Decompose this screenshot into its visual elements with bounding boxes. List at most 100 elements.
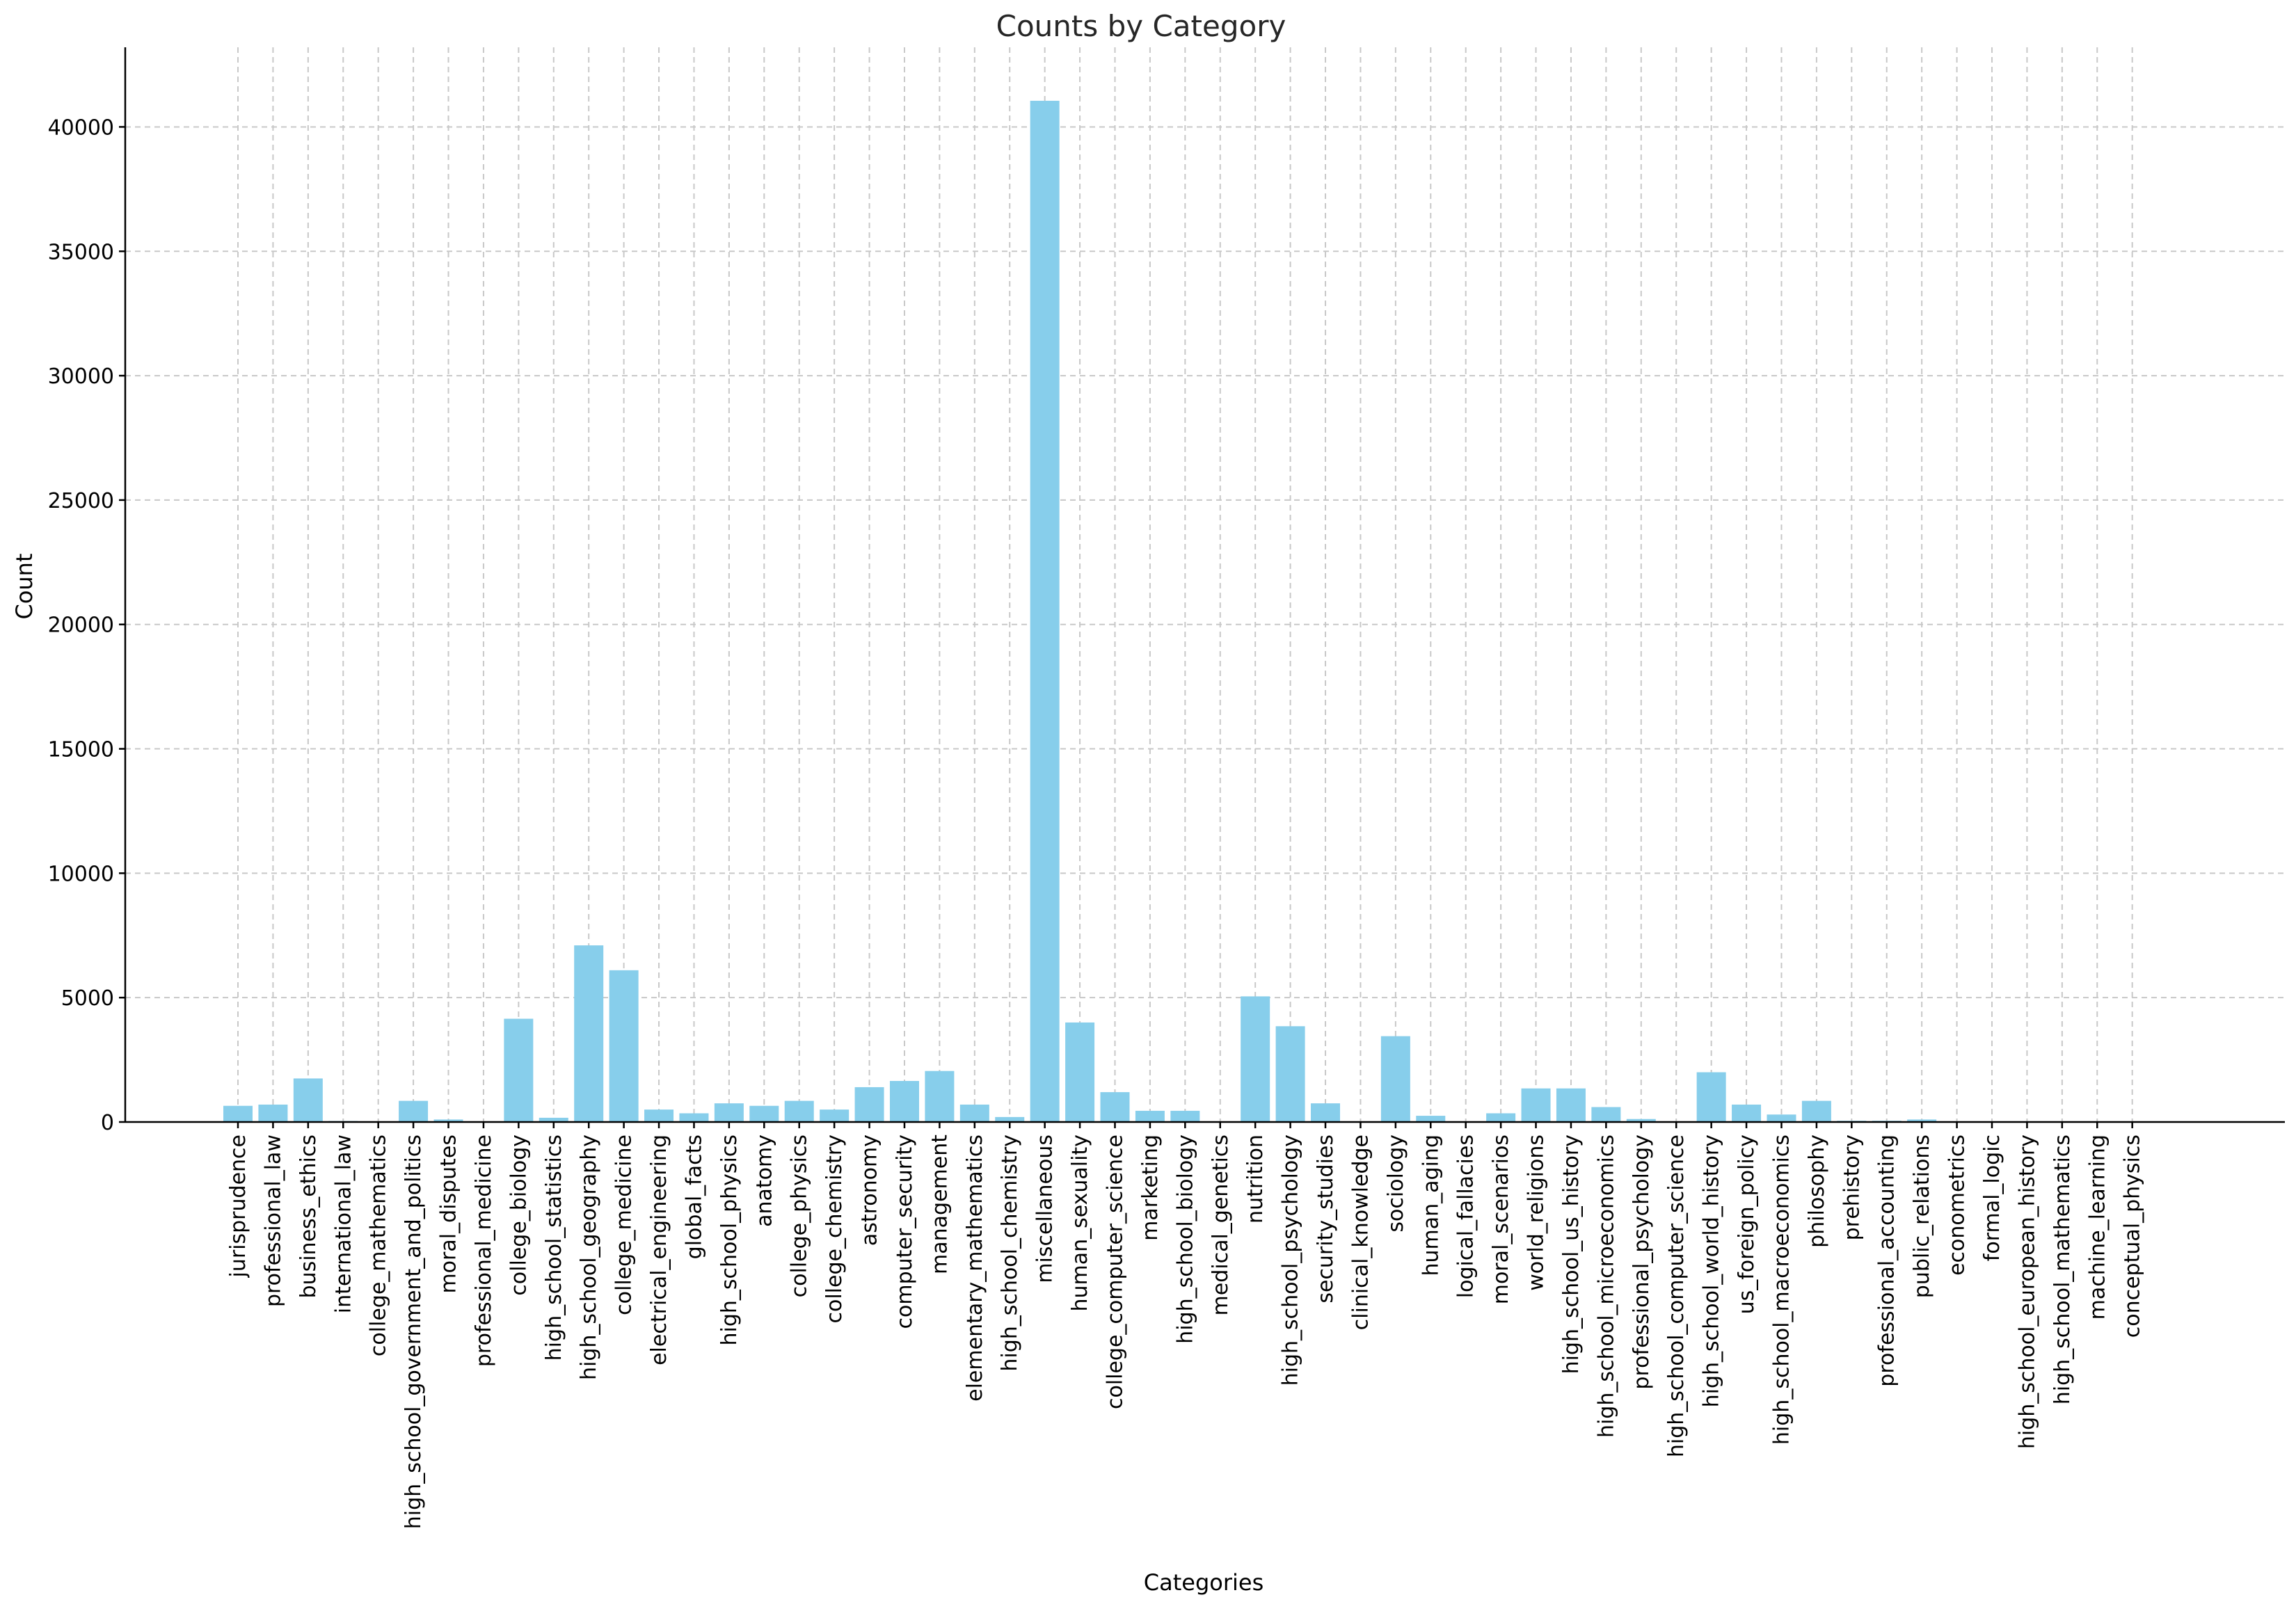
bar-us_foreign_policy xyxy=(1732,1104,1762,1122)
x-tick-label: college_biology xyxy=(507,1135,531,1296)
x-tick-label: world_religions xyxy=(1524,1135,1549,1291)
bar-high_school_biology xyxy=(1170,1110,1200,1122)
x-tick-label: high_school_computer_science xyxy=(1664,1135,1689,1457)
x-tick-label: nutrition xyxy=(1243,1135,1268,1224)
y-tick-label: 15000 xyxy=(48,738,114,762)
bar-business_ethics xyxy=(293,1078,323,1122)
bar-professional_law xyxy=(258,1104,288,1122)
bar-electrical_engineering xyxy=(644,1109,674,1122)
bar-philosophy xyxy=(1801,1100,1831,1122)
bar-professional_psychology xyxy=(1626,1119,1656,1122)
x-tick-label: college_physics xyxy=(788,1135,812,1297)
x-tick-label: conceptual_physics xyxy=(2121,1135,2145,1338)
x-tick-label: econometrics xyxy=(1945,1135,1970,1276)
bar-marketing xyxy=(1135,1110,1165,1122)
x-tick-label: professional_psychology xyxy=(1629,1135,1654,1390)
x-tick-label: high_school_european_history xyxy=(2015,1135,2039,1449)
bar-high_school_us_history xyxy=(1556,1088,1586,1122)
bar-high_school_government_and_politics xyxy=(399,1100,429,1122)
bar-anatomy xyxy=(749,1105,779,1122)
x-tick-label: high_school_world_history xyxy=(1700,1135,1724,1407)
x-tick-label: management xyxy=(927,1135,952,1274)
bar-high_school_chemistry xyxy=(995,1116,1025,1122)
x-tick-label: high_school_chemistry xyxy=(998,1135,1022,1372)
bar-college_computer_science xyxy=(1100,1092,1130,1122)
bar-human_sexuality xyxy=(1065,1022,1095,1122)
bar-public_relations xyxy=(1907,1119,1937,1122)
y-tick-label: 20000 xyxy=(48,614,114,638)
x-tick-label: clinical_knowledge xyxy=(1348,1135,1373,1330)
bar-elementary_mathematics xyxy=(959,1104,989,1122)
axes xyxy=(119,47,2285,1128)
x-tick-label: prehistory xyxy=(1840,1135,1864,1240)
bar-high_school_world_history xyxy=(1696,1072,1726,1122)
bar-miscellaneous xyxy=(1030,100,1060,1123)
bar-nutrition xyxy=(1241,996,1270,1122)
x-tick-label: international_law xyxy=(331,1135,356,1313)
x-tick-label: high_school_physics xyxy=(717,1135,742,1346)
x-tick-label: computer_security xyxy=(893,1135,917,1329)
bar-astronomy xyxy=(854,1087,884,1122)
x-tick-label: philosophy xyxy=(1805,1135,1829,1248)
x-axis-label: Categories xyxy=(1144,1569,1263,1596)
bar-moral_disputes xyxy=(433,1119,463,1122)
bar-college_biology xyxy=(504,1018,534,1122)
x-tick-label: logical_fallacies xyxy=(1454,1135,1478,1298)
x-tick-label: elementary_mathematics xyxy=(963,1135,987,1402)
x-tick-label: moral_scenarios xyxy=(1489,1135,1513,1304)
bar-computer_security xyxy=(889,1080,919,1122)
x-tick-label: high_school_statistics xyxy=(542,1135,566,1361)
x-tick-label: security_studies xyxy=(1314,1135,1338,1304)
x-tick-label: medical_genetics xyxy=(1209,1135,1233,1315)
x-tick-label: jurisprudence xyxy=(226,1135,250,1279)
x-tick-label: formal_logic xyxy=(1980,1135,2004,1261)
x-tick-label: anatomy xyxy=(752,1135,776,1227)
x-tick-label: high_school_mathematics xyxy=(2050,1135,2075,1404)
y-tick-label: 30000 xyxy=(48,364,114,389)
y-axis-label: Count xyxy=(11,553,38,619)
bar-college_medicine xyxy=(609,970,639,1122)
x-tick-label: sociology xyxy=(1384,1135,1408,1233)
x-tick-label: machine_learning xyxy=(2085,1135,2110,1320)
x-tick-label: astronomy xyxy=(858,1135,882,1246)
bar-moral_scenarios xyxy=(1486,1113,1516,1122)
x-tick-labels: jurisprudence professional_law business_et… xyxy=(226,1135,2145,1529)
x-tick-label: college_medicine xyxy=(612,1135,637,1315)
y-tick-label: 40000 xyxy=(48,115,114,140)
bar-college_chemistry xyxy=(820,1109,850,1122)
chart-title: Counts by Category xyxy=(996,9,1286,43)
x-tick-label: global_facts xyxy=(682,1135,706,1259)
bar-world_religions xyxy=(1521,1088,1551,1122)
bar-human_aging xyxy=(1416,1116,1446,1122)
y-tick-label: 10000 xyxy=(48,862,114,886)
x-tick-label: moral_disputes xyxy=(437,1135,461,1294)
bar-high_school_geography xyxy=(574,945,604,1122)
x-tick-label: high_school_geography xyxy=(577,1135,601,1380)
bar-global_facts xyxy=(679,1113,709,1122)
x-tick-label: college_computer_science xyxy=(1103,1135,1128,1409)
x-tick-label: professional_law xyxy=(261,1135,285,1307)
x-tick-label: business_ethics xyxy=(296,1135,321,1298)
y-tick-label: 25000 xyxy=(48,489,114,513)
bar-management xyxy=(925,1071,955,1122)
x-tick-label: college_mathematics xyxy=(367,1135,391,1356)
x-tick-label: miscellaneous xyxy=(1033,1135,1058,1283)
x-tick-label: professional_medicine xyxy=(472,1135,496,1367)
x-tick-label: high_school_government_and_politics xyxy=(401,1135,426,1529)
y-tick-label: 5000 xyxy=(61,986,114,1011)
bar-security_studies xyxy=(1311,1103,1341,1122)
x-tick-label: electrical_engineering xyxy=(647,1135,671,1365)
bar-college_physics xyxy=(784,1100,814,1122)
x-tick-label: high_school_us_history xyxy=(1559,1135,1584,1374)
x-tick-label: human_aging xyxy=(1419,1135,1443,1276)
bar-high_school_macroeconomics xyxy=(1767,1114,1796,1122)
bar-sociology xyxy=(1380,1036,1410,1122)
bars xyxy=(223,100,2147,1123)
bar-high_school_statistics xyxy=(539,1117,568,1122)
bar-high_school_psychology xyxy=(1275,1026,1305,1122)
y-tick-labels: 0 5000 10000 15000 20000 25000 30000 35000 40000 xyxy=(48,115,114,1135)
x-tick-label: us_foreign_policy xyxy=(1735,1135,1759,1314)
grid-lines xyxy=(125,47,2285,1122)
x-tick-label: college_chemistry xyxy=(822,1135,847,1323)
